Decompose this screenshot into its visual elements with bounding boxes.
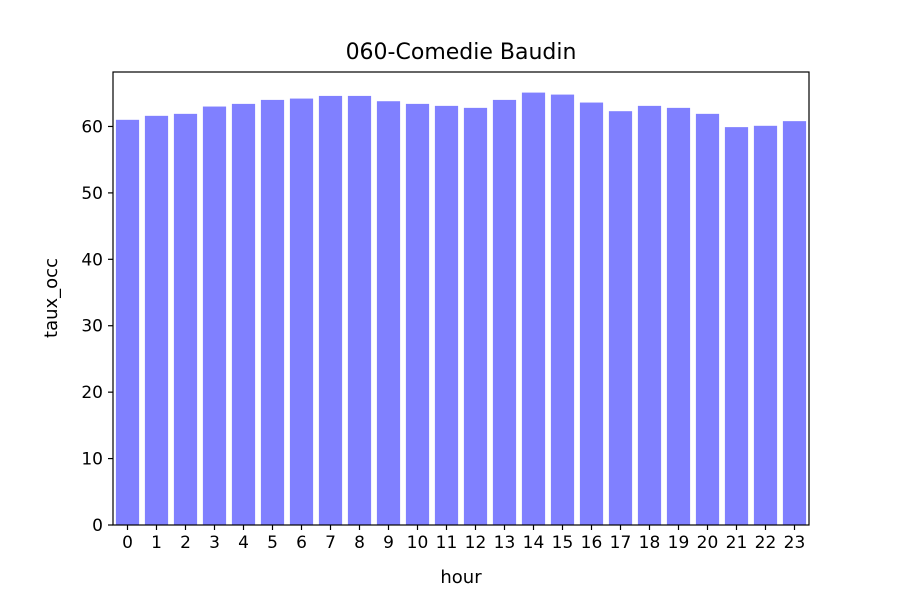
bar-hour-12	[463, 107, 488, 525]
x-tick-label: 13	[494, 533, 516, 553]
bar-hour-23	[782, 121, 807, 525]
x-tick-label: 7	[325, 533, 336, 553]
bar-hour-7	[318, 95, 343, 526]
bar-hour-9	[376, 101, 401, 526]
x-tick-label: 3	[209, 533, 220, 553]
bar-hour-15	[550, 94, 575, 525]
x-tick-label: 17	[610, 533, 632, 553]
bar-hour-3	[202, 106, 227, 526]
x-tick-label: 5	[267, 533, 278, 553]
x-tick-label: 10	[407, 533, 429, 553]
plot-frame	[112, 71, 810, 526]
bar-hour-19	[666, 107, 691, 525]
x-tick-label: 8	[354, 533, 365, 553]
bar-hour-17	[608, 111, 633, 525]
y-tick-label: 10	[81, 450, 103, 470]
x-tick-label: 9	[383, 533, 394, 553]
y-tick-label: 20	[81, 383, 103, 403]
x-tick-label: 23	[784, 533, 806, 553]
bar-hour-10	[405, 103, 430, 526]
bar-hour-22	[753, 125, 778, 525]
x-tick-label: 15	[552, 533, 574, 553]
bars-group	[115, 92, 807, 526]
y-tick-label: 30	[81, 317, 103, 337]
x-tick-label: 20	[697, 533, 719, 553]
bar-hour-4	[231, 103, 256, 526]
y-tick-label: 60	[81, 117, 103, 137]
bar-hour-13	[492, 99, 517, 525]
x-tick-label: 12	[465, 533, 487, 553]
x-axis-label: hour	[440, 567, 482, 588]
chart-title: 060-Comedie Baudin	[346, 40, 577, 65]
x-tick-label: 4	[238, 533, 249, 553]
x-tick-label: 16	[581, 533, 603, 553]
x-tick-label: 11	[436, 533, 458, 553]
bar-hour-8	[347, 95, 372, 526]
bar-hour-6	[289, 98, 314, 526]
x-tick-label: 1	[151, 533, 162, 553]
bar-hour-1	[144, 115, 169, 525]
x-tick-label: 18	[639, 533, 661, 553]
x-tick-label: 6	[296, 533, 307, 553]
bar-hour-20	[695, 113, 720, 525]
bar-hour-0	[115, 119, 140, 526]
x-axis: 0 1 2 3 4 5 6 7 8 9 10 11 12 13 14 15 16 17 18 19 20 21 22 23	[122, 525, 805, 553]
x-tick-label: 0	[122, 533, 133, 553]
x-tick-label: 14	[523, 533, 545, 553]
y-tick-label: 0	[92, 516, 103, 536]
x-tick-label: 19	[668, 533, 690, 553]
bar-hour-11	[434, 105, 459, 525]
bar-hour-5	[260, 99, 285, 525]
x-tick-label: 2	[180, 533, 191, 553]
bar-hour-16	[579, 102, 604, 525]
y-tick-label: 40	[81, 250, 103, 270]
x-tick-label: 21	[726, 533, 748, 553]
y-axis: 0 10 20 30 40 50 60	[81, 117, 113, 536]
x-tick-label: 22	[755, 533, 777, 553]
bar-hour-21	[724, 127, 749, 526]
bar-hour-2	[173, 113, 198, 525]
bar-hour-18	[637, 105, 662, 525]
y-axis-label: taux_occ	[41, 258, 62, 338]
bar-hour-14	[521, 92, 546, 525]
y-tick-label: 50	[81, 184, 103, 204]
